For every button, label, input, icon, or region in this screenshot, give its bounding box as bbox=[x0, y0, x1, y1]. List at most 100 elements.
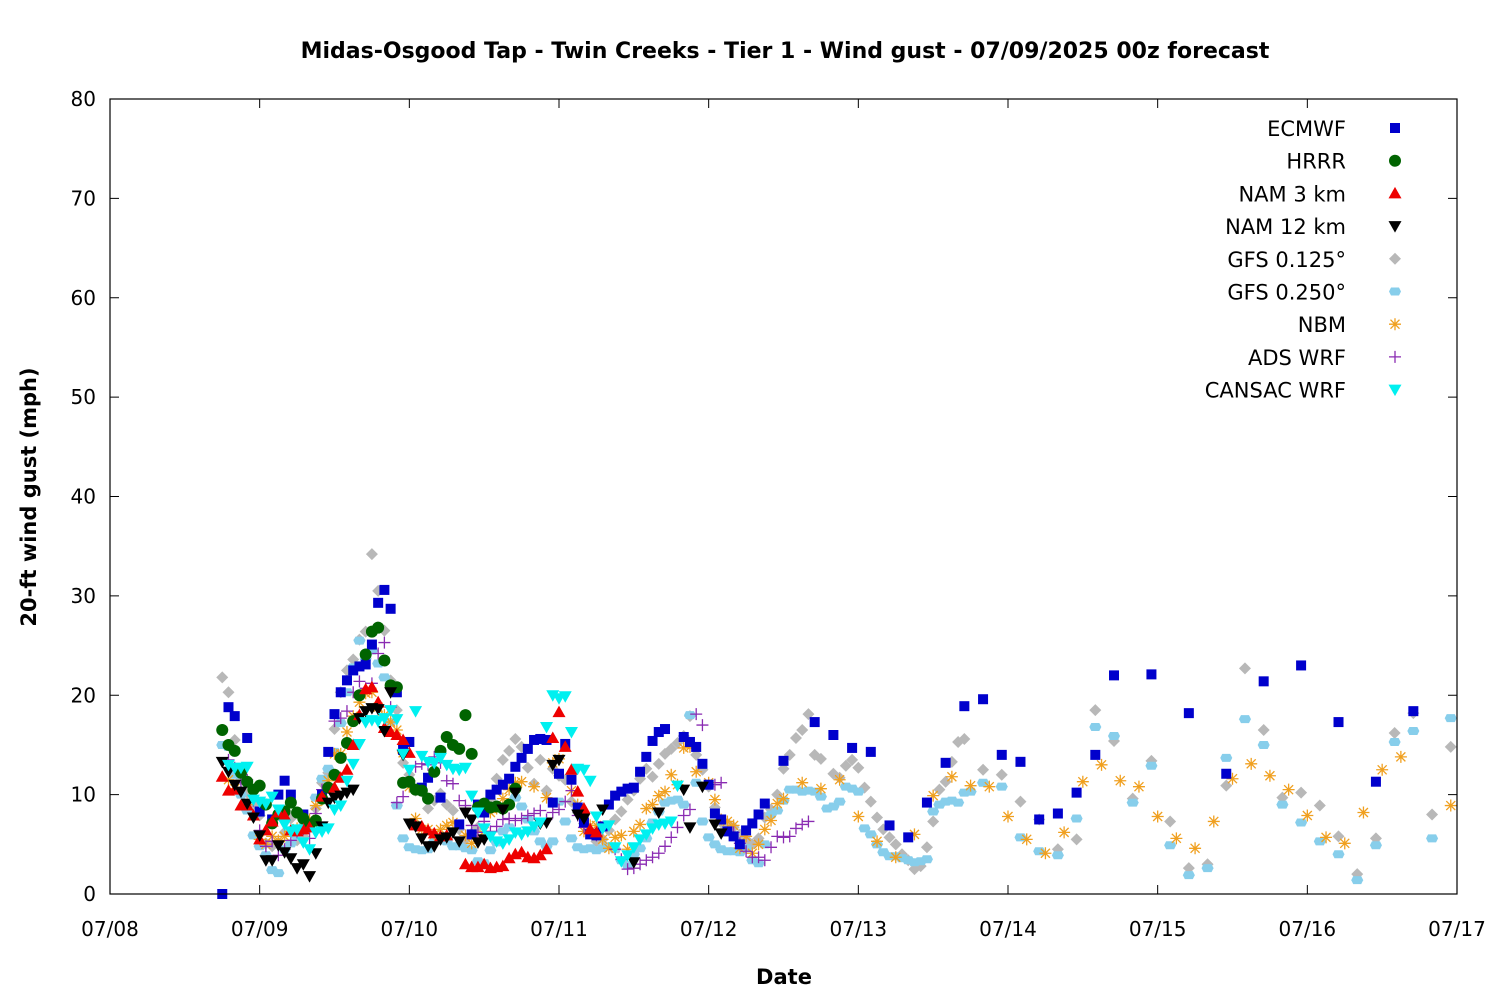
data-point bbox=[865, 746, 876, 757]
data-point bbox=[677, 741, 690, 754]
axes: 0 10 20 30 40 50 60 70 80 07/08 07/09 07/10 07/11 07/… bbox=[71, 87, 1486, 941]
data-point bbox=[1207, 815, 1220, 828]
data-point bbox=[503, 744, 516, 757]
data-point bbox=[458, 762, 472, 775]
data-point bbox=[734, 839, 745, 850]
data-point bbox=[328, 781, 341, 793]
data-point bbox=[571, 809, 585, 821]
data-point bbox=[254, 806, 265, 817]
data-point bbox=[533, 817, 547, 829]
data-point bbox=[534, 804, 547, 817]
data-point bbox=[646, 798, 659, 811]
data-point bbox=[728, 831, 739, 842]
data-point bbox=[696, 817, 709, 826]
data-point bbox=[496, 804, 510, 817]
plot-frame bbox=[109, 98, 1458, 895]
data-point bbox=[559, 817, 572, 826]
data-point bbox=[265, 855, 279, 867]
data-point bbox=[346, 784, 360, 797]
data-point bbox=[627, 842, 641, 854]
legend-label: GFS 0.125° bbox=[1227, 248, 1346, 272]
data-point bbox=[839, 759, 852, 772]
data-point bbox=[484, 846, 497, 855]
data-point bbox=[683, 822, 697, 834]
data-point bbox=[479, 807, 490, 818]
data-point bbox=[641, 751, 652, 762]
data-point bbox=[660, 724, 671, 735]
data-point bbox=[377, 713, 391, 725]
data-point bbox=[621, 850, 635, 862]
data-point bbox=[352, 713, 366, 725]
data-point bbox=[515, 802, 528, 811]
data-point bbox=[665, 742, 678, 755]
data-point bbox=[708, 819, 722, 831]
data-point bbox=[927, 807, 940, 816]
data-point bbox=[722, 826, 733, 837]
data-point bbox=[397, 790, 410, 803]
legend-label: NBM bbox=[1298, 313, 1346, 337]
data-point bbox=[964, 779, 977, 792]
data-point bbox=[703, 779, 714, 790]
data-point bbox=[1295, 818, 1308, 827]
y-tick-label: 60 bbox=[71, 286, 96, 310]
data-point bbox=[1126, 798, 1139, 807]
data-point bbox=[1070, 833, 1083, 846]
data-point bbox=[559, 795, 572, 808]
data-point bbox=[1220, 753, 1233, 762]
data-point bbox=[908, 828, 921, 841]
legend-marker bbox=[1389, 252, 1401, 265]
data-point bbox=[696, 719, 709, 732]
data-point bbox=[240, 761, 254, 774]
y-tick-label: 50 bbox=[71, 385, 96, 409]
data-point bbox=[353, 675, 366, 688]
data-point bbox=[852, 787, 865, 796]
data-point bbox=[920, 855, 933, 864]
data-point bbox=[253, 779, 266, 792]
data-point bbox=[665, 831, 678, 844]
data-point bbox=[833, 797, 846, 806]
data-point bbox=[1370, 776, 1381, 787]
data-point bbox=[903, 832, 914, 843]
data-point bbox=[758, 823, 771, 836]
data-point bbox=[814, 752, 827, 765]
data-point bbox=[1351, 876, 1364, 885]
data-point bbox=[590, 819, 603, 832]
data-point bbox=[1039, 847, 1052, 860]
data-point bbox=[379, 584, 390, 595]
data-point bbox=[1089, 704, 1102, 717]
data-point bbox=[1070, 814, 1083, 823]
data-point bbox=[927, 815, 940, 828]
data-point bbox=[1333, 717, 1344, 728]
legend: ECMWF HRRR NAM 3 km NAM 12 km GFS 0.125° GFS … bbox=[1205, 117, 1402, 403]
data-point bbox=[1151, 810, 1164, 823]
data-point bbox=[1183, 708, 1194, 719]
data-point bbox=[384, 705, 398, 717]
data-point bbox=[365, 548, 378, 561]
data-point bbox=[1444, 714, 1457, 723]
legend-marker bbox=[1389, 350, 1401, 363]
legend-marker bbox=[1389, 154, 1401, 167]
data-point bbox=[1296, 660, 1307, 671]
data-point bbox=[596, 833, 609, 846]
legend-label: CANSAC WRF bbox=[1205, 379, 1346, 403]
data-point bbox=[273, 789, 284, 800]
data-point bbox=[691, 741, 702, 752]
data-point bbox=[221, 766, 235, 779]
data-point bbox=[1108, 731, 1121, 740]
data-point bbox=[564, 763, 578, 775]
data-point bbox=[740, 830, 753, 843]
data-point bbox=[920, 841, 933, 854]
data-point bbox=[727, 819, 740, 832]
data-point bbox=[952, 798, 965, 807]
legend-label: NAM 12 km bbox=[1225, 215, 1346, 239]
data-point bbox=[1015, 756, 1026, 767]
data-point bbox=[1369, 841, 1382, 850]
data-point bbox=[659, 840, 672, 853]
x-tick-label: 07/17 bbox=[1428, 917, 1486, 941]
data-point bbox=[1002, 810, 1014, 823]
data-point bbox=[1146, 669, 1157, 680]
data-point bbox=[453, 742, 466, 755]
data-point bbox=[615, 829, 628, 842]
data-point bbox=[771, 830, 784, 843]
data-point bbox=[427, 841, 441, 853]
